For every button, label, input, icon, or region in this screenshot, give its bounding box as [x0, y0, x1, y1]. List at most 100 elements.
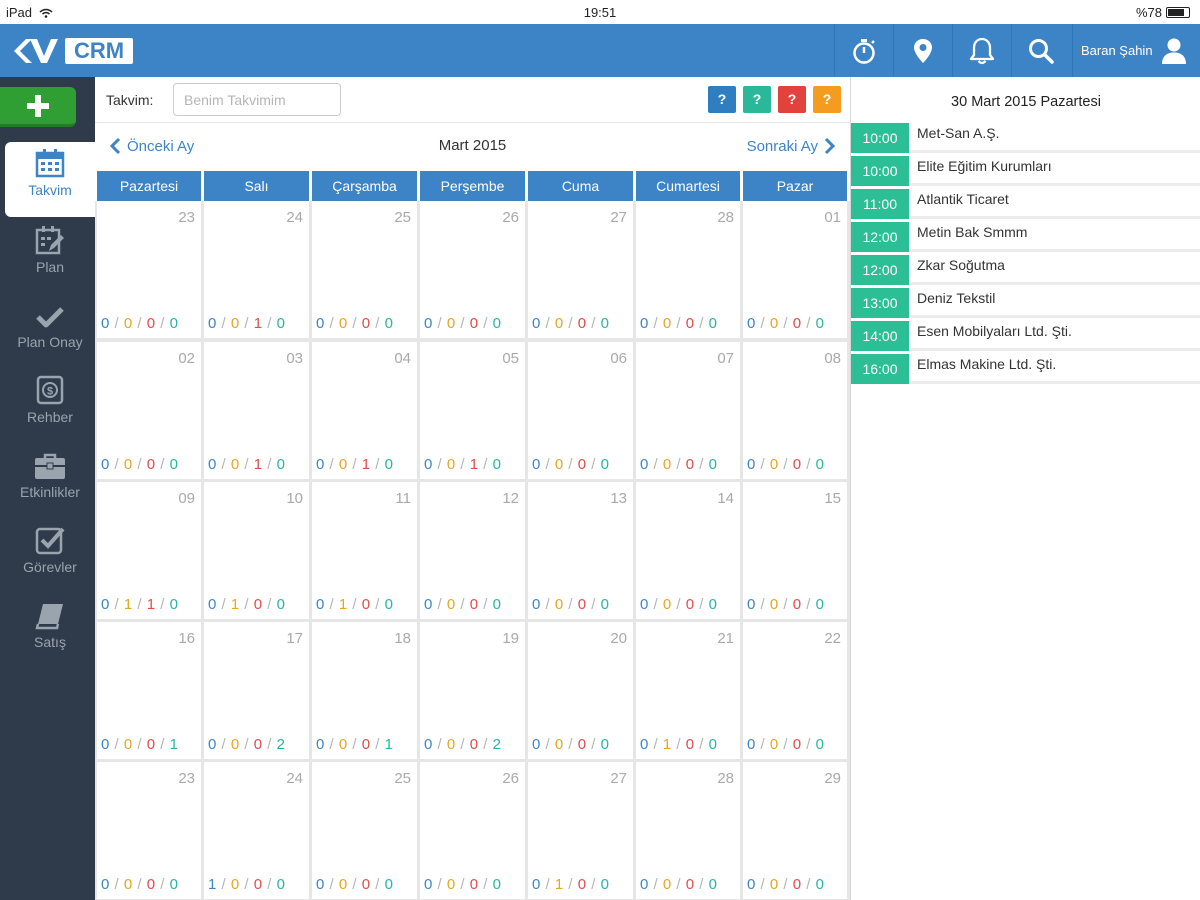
activity-count: 0	[424, 736, 433, 753]
help-button-red[interactable]: ?	[778, 86, 806, 113]
chevron-right-icon	[824, 137, 836, 155]
calendar-day-cell[interactable]: 16 0 / 0 / 0 / 1	[97, 622, 201, 759]
sidebar-item-etkinlikler[interactable]: Etkinlikler	[5, 444, 95, 519]
calendar-day-cell[interactable]: 07 0 / 0 / 0 / 0	[636, 342, 740, 479]
previous-month-button[interactable]: Önceki Ay	[103, 137, 194, 155]
sidebar-item-plan-onay[interactable]: Plan Onay	[5, 294, 95, 369]
add-button[interactable]	[0, 87, 76, 127]
sidebar-item-plan[interactable]: Plan	[5, 219, 95, 294]
count-separator: /	[239, 736, 254, 753]
day-number: 02	[178, 350, 195, 367]
help-button-blue[interactable]: ?	[708, 86, 736, 113]
count-separator: /	[563, 736, 578, 753]
calendar-day-cell[interactable]: 04 0 / 0 / 1 / 0	[312, 342, 417, 479]
activity-count: 0	[815, 596, 825, 613]
agenda-event-row[interactable]: 10:00 Met-San A.Ş.	[851, 123, 1200, 153]
activity-count: 2	[492, 736, 502, 753]
calendar-day-cell[interactable]: 08 0 / 0 / 0 / 0	[743, 342, 847, 479]
calendar-day-cell[interactable]: 20 0 / 0 / 0 / 0	[528, 622, 633, 759]
count-separator: /	[801, 315, 816, 332]
activity-count: 1	[384, 736, 394, 753]
calendar-day-cell[interactable]: 17 0 / 0 / 0 / 2	[204, 622, 309, 759]
help-button-orange[interactable]: ?	[813, 86, 841, 113]
count-separator: /	[478, 876, 493, 893]
activity-count: 0	[469, 876, 479, 893]
help-button-green[interactable]: ?	[743, 86, 771, 113]
activity-count: 0	[169, 456, 179, 473]
calendar-day-cell[interactable]: 29 0 / 0 / 0 / 0	[743, 762, 847, 899]
day-number: 20	[610, 630, 627, 647]
calendar-day-cell[interactable]: 26 0 / 0 / 0 / 0	[420, 762, 525, 899]
calendar-day-cell[interactable]: 24 1 / 0 / 0 / 0	[204, 762, 309, 899]
event-time: 12:00	[851, 222, 909, 252]
event-time: 16:00	[851, 354, 909, 384]
count-separator: /	[347, 315, 362, 332]
calendar-day-cell[interactable]: 06 0 / 0 / 0 / 0	[528, 342, 633, 479]
sidebar-item-satis[interactable]: Satış	[5, 594, 95, 669]
user-menu[interactable]: Baran Şahin	[1072, 24, 1200, 77]
count-separator: /	[216, 876, 231, 893]
activity-count: 0	[253, 876, 263, 893]
calendar-day-cell[interactable]: 27 0 / 0 / 0 / 0	[528, 201, 633, 338]
search-button[interactable]	[1011, 24, 1070, 77]
calendar-day-cell[interactable]: 24 0 / 0 / 1 / 0	[204, 201, 309, 338]
activity-count: 1	[208, 876, 217, 893]
agenda-event-row[interactable]: 12:00 Metin Bak Smmm	[851, 222, 1200, 252]
notifications-button[interactable]	[952, 24, 1011, 77]
activity-counts: 0 / 0 / 0 / 2	[424, 736, 501, 753]
day-agenda-panel: 30 Mart 2015 Pazartesi 10:00 Met-San A.Ş.…	[850, 77, 1200, 900]
timer-button[interactable]	[834, 24, 893, 77]
sidebar-item-rehber[interactable]: $ Rehber	[5, 369, 95, 444]
calendar-day-cell[interactable]: 09 0 / 1 / 1 / 0	[97, 482, 201, 619]
calendar-day-cell[interactable]: 03 0 / 0 / 1 / 0	[204, 342, 309, 479]
calendar-day-cell[interactable]: 25 0 / 0 / 0 / 0	[312, 762, 417, 899]
day-number: 26	[502, 770, 519, 787]
agenda-event-row[interactable]: 11:00 Atlantik Ticaret	[851, 189, 1200, 219]
calendar-day-cell[interactable]: 19 0 / 0 / 0 / 2	[420, 622, 525, 759]
count-separator: /	[478, 315, 493, 332]
calendar-day-cell[interactable]: 22 0 / 0 / 0 / 0	[743, 622, 847, 759]
calendar-day-cell[interactable]: 28 0 / 0 / 0 / 0	[636, 762, 740, 899]
activity-count: 0	[361, 315, 371, 332]
agenda-event-row[interactable]: 10:00 Elite Eğitim Kurumları	[851, 156, 1200, 186]
calendar-day-cell[interactable]: 21 0 / 1 / 0 / 0	[636, 622, 740, 759]
count-separator: /	[563, 315, 578, 332]
agenda-event-row[interactable]: 14:00 Esen Mobilyaları Ltd. Şti.	[851, 321, 1200, 351]
calendar-day-cell[interactable]: 18 0 / 0 / 0 / 1	[312, 622, 417, 759]
count-separator: /	[132, 876, 147, 893]
day-number: 08	[824, 350, 841, 367]
activity-count: 0	[640, 736, 649, 753]
calendar-day-cell[interactable]: 01 0 / 0 / 0 / 0	[743, 201, 847, 338]
count-separator: /	[239, 876, 254, 893]
activity-count: 0	[316, 596, 325, 613]
activity-counts: 0 / 0 / 0 / 0	[640, 456, 717, 473]
agenda-event-row[interactable]: 12:00 Zkar Soğutma	[851, 255, 1200, 285]
calendar-day-cell[interactable]: 27 0 / 1 / 0 / 0	[528, 762, 633, 899]
sidebar-item-gorevler[interactable]: Görevler	[5, 519, 95, 594]
activity-count: 0	[446, 596, 456, 613]
location-button[interactable]	[893, 24, 952, 77]
calendar-day-cell[interactable]: 05 0 / 0 / 1 / 0	[420, 342, 525, 479]
calendar-day-cell[interactable]: 23 0 / 0 / 0 / 0	[97, 762, 201, 899]
selected-date-title: 30 Mart 2015 Pazartesi	[951, 94, 1101, 110]
calendar-select-input[interactable]	[173, 83, 341, 116]
sidebar-item-takvim[interactable]: Takvim	[5, 142, 95, 217]
calendar-day-cell[interactable]: 02 0 / 0 / 0 / 0	[97, 342, 201, 479]
calendar-day-cell[interactable]: 28 0 / 0 / 0 / 0	[636, 201, 740, 338]
agenda-event-row[interactable]: 16:00 Elmas Makine Ltd. Şti.	[851, 354, 1200, 384]
calendar-day-cell[interactable]: 14 0 / 0 / 0 / 0	[636, 482, 740, 619]
activity-count: 0	[169, 596, 179, 613]
calendar-day-cell[interactable]: 10 0 / 1 / 0 / 0	[204, 482, 309, 619]
calendar-day-cell[interactable]: 25 0 / 0 / 0 / 0	[312, 201, 417, 338]
calendar-day-cell[interactable]: 26 0 / 0 / 0 / 0	[420, 201, 525, 338]
calendar-day-cell[interactable]: 12 0 / 0 / 0 / 0	[420, 482, 525, 619]
calendar-day-cell[interactable]: 23 0 / 0 / 0 / 0	[97, 201, 201, 338]
calendar-day-cell[interactable]: 13 0 / 0 / 0 / 0	[528, 482, 633, 619]
count-separator: /	[324, 456, 339, 473]
event-company-name: Esen Mobilyaları Ltd. Şti.	[917, 323, 1072, 339]
calendar-day-cell[interactable]: 11 0 / 1 / 0 / 0	[312, 482, 417, 619]
agenda-event-row[interactable]: 13:00 Deniz Tekstil	[851, 288, 1200, 318]
next-month-button[interactable]: Sonraki Ay	[747, 137, 842, 155]
activity-count: 0	[230, 456, 240, 473]
calendar-day-cell[interactable]: 15 0 / 0 / 0 / 0	[743, 482, 847, 619]
